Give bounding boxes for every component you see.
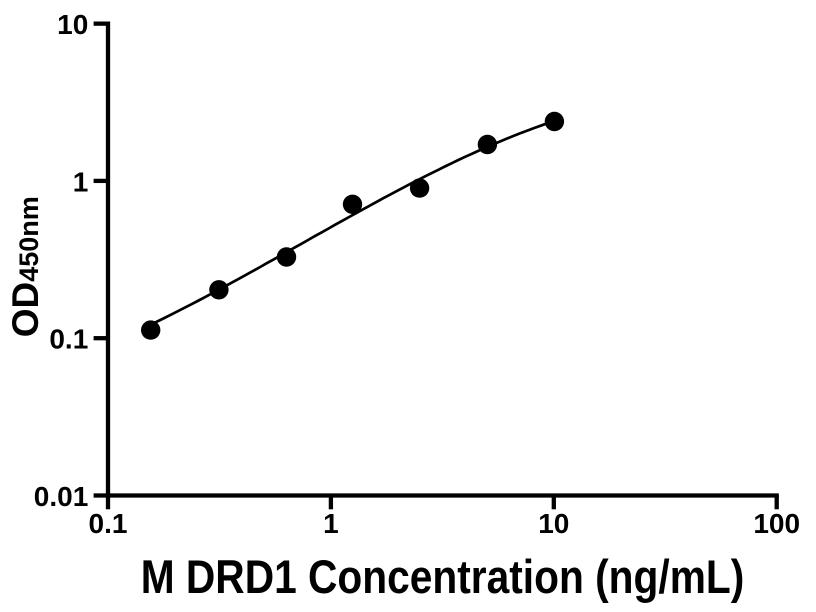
svg-text:100: 100 xyxy=(753,508,800,539)
svg-text:1: 1 xyxy=(323,508,339,539)
svg-text:M DRD1 Concentration (ng/mL): M DRD1 Concentration (ng/mL) xyxy=(141,551,745,603)
svg-text:1: 1 xyxy=(73,166,89,197)
svg-text:0.1: 0.1 xyxy=(49,324,88,355)
svg-text:0.1: 0.1 xyxy=(89,508,128,539)
svg-text:10: 10 xyxy=(538,508,569,539)
svg-text:10: 10 xyxy=(57,9,88,40)
svg-text:0.01: 0.01 xyxy=(34,481,89,512)
